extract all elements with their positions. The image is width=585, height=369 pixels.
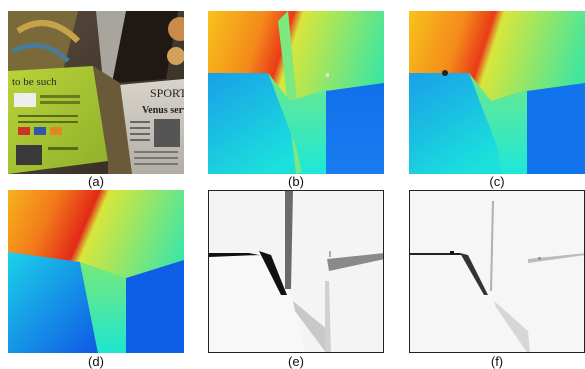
disparity-map-b [208,11,384,174]
caption-f: (f) [490,354,504,369]
disparity-map-d [8,190,184,353]
photo-poster-text: to be such [12,76,57,88]
caption-d: (d) [88,354,104,369]
caption-c: (c) [489,174,505,189]
caption-a: (a) [88,174,104,189]
panel-f-error-map [409,190,585,353]
caption-b: (b) [288,174,304,189]
error-map-e [209,191,383,352]
panel-c-disparity [409,11,585,174]
disparity-map-c [409,11,585,174]
error-map-f [410,191,584,352]
scene-photo: to be such SPORT Venus serves [8,11,184,174]
panel-a-photo: to be such SPORT Venus serves [8,11,184,174]
panel-b-disparity [208,11,384,174]
panel-d-ground-truth [8,190,184,353]
photo-newspaper-headline: Venus serves [142,105,184,116]
panel-e-error-map [208,190,384,353]
caption-e: (e) [288,354,304,369]
photo-newspaper-masthead: SPORT [150,86,184,100]
